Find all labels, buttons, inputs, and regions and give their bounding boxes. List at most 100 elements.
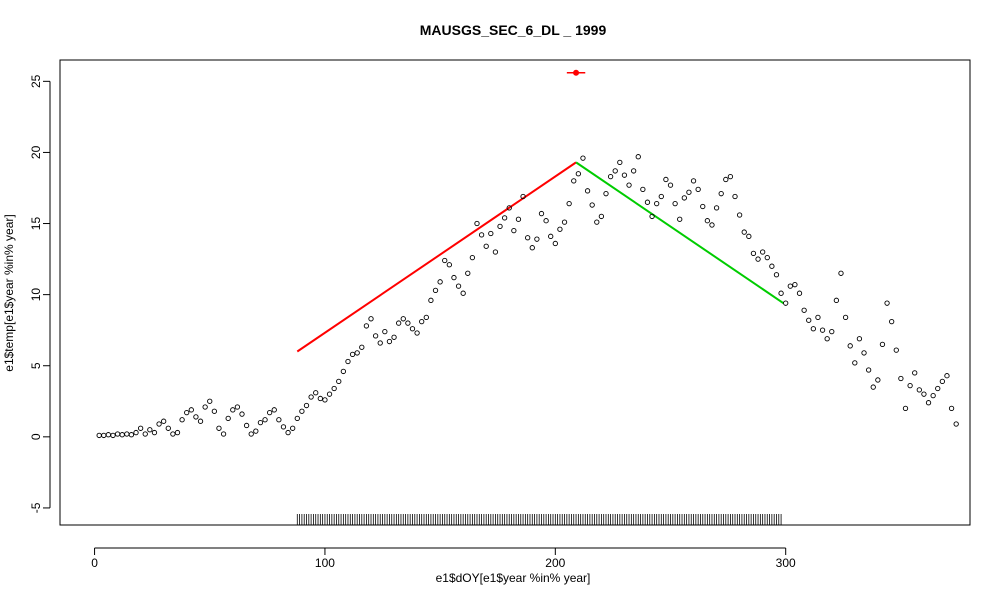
data-point	[197, 418, 204, 424]
data-point	[469, 255, 476, 261]
data-point	[801, 307, 807, 313]
data-point	[948, 405, 955, 412]
data-point	[497, 223, 503, 230]
data-point	[589, 202, 595, 208]
data-point	[515, 216, 522, 222]
data-point	[796, 290, 803, 296]
data-point	[290, 425, 296, 431]
data-point	[621, 172, 628, 178]
data-point	[723, 176, 729, 183]
data-point	[538, 210, 545, 217]
data-point	[119, 432, 125, 438]
data-point	[921, 391, 927, 397]
data-point	[386, 338, 393, 345]
data-point	[179, 417, 185, 423]
data-point	[156, 421, 162, 427]
data-point	[409, 326, 416, 332]
data-point	[690, 178, 697, 184]
data-point	[824, 336, 830, 342]
data-point	[847, 343, 853, 349]
data-point	[474, 220, 480, 227]
data-point	[727, 173, 734, 180]
data-point	[133, 429, 139, 436]
data-point	[488, 230, 494, 237]
data-point	[506, 205, 512, 211]
data-point	[838, 270, 844, 276]
x-tick-label: 200	[545, 556, 565, 570]
plot-marks: 0 100 200 300 -5 0 5 10 15 20 25	[29, 69, 959, 570]
data-point	[815, 314, 821, 321]
data-point	[842, 314, 849, 321]
data-point	[681, 195, 687, 201]
data-point	[912, 370, 918, 376]
falling-fit-line	[575, 161, 784, 304]
data-point	[142, 431, 148, 437]
data-point	[483, 243, 489, 249]
data-point	[792, 282, 798, 288]
data-point	[345, 358, 351, 365]
x-axis-label: e1$dOY[e1$year %in% year]	[436, 571, 591, 585]
data-point	[262, 417, 268, 423]
data-point	[442, 257, 448, 264]
data-point	[234, 404, 241, 410]
data-point	[377, 340, 383, 346]
data-point	[741, 229, 747, 235]
data-point	[732, 193, 738, 200]
data-point	[819, 327, 826, 333]
data-point	[571, 178, 577, 184]
data-point	[686, 189, 692, 195]
data-point	[414, 330, 420, 336]
data-point	[861, 350, 867, 356]
data-point	[147, 427, 153, 433]
data-point	[654, 200, 660, 207]
data-point	[667, 182, 674, 188]
data-point	[953, 421, 959, 427]
data-point	[879, 341, 886, 348]
data-point	[746, 233, 752, 239]
data-point	[317, 395, 323, 402]
chart-title: MAUSGS_SEC_6_DL _ 1999	[420, 22, 607, 38]
data-point	[110, 432, 116, 439]
data-point	[188, 407, 194, 413]
data-point	[787, 283, 793, 289]
data-point	[889, 319, 895, 325]
data-point	[382, 328, 388, 335]
data-point	[773, 272, 780, 278]
data-point	[566, 200, 572, 207]
rising-fit-line	[296, 161, 577, 353]
data-point	[594, 219, 600, 225]
y-tick-label: -5	[29, 502, 43, 513]
data-point	[216, 425, 222, 431]
data-point	[280, 424, 287, 430]
data-point	[663, 176, 669, 183]
data-point	[902, 405, 909, 412]
y-tick-label: 10	[29, 288, 43, 302]
data-point	[266, 410, 273, 416]
data-point	[437, 279, 443, 285]
data-point	[161, 418, 167, 424]
data-point	[174, 429, 181, 436]
data-point	[677, 216, 683, 222]
y-tick-label: 15	[29, 217, 43, 231]
data-point	[557, 226, 563, 232]
y-tick-label: 20	[29, 145, 43, 159]
peak-marker	[573, 69, 580, 76]
data-point	[96, 432, 102, 439]
data-point	[101, 432, 107, 439]
data-point	[944, 373, 950, 379]
data-point	[396, 320, 402, 326]
data-point	[114, 431, 121, 437]
data-point	[124, 431, 130, 437]
data-point	[359, 344, 365, 350]
data-point	[760, 249, 766, 255]
data-point	[925, 400, 932, 406]
data-point	[713, 205, 720, 211]
data-point	[709, 222, 715, 228]
data-point	[446, 262, 452, 268]
data-point	[308, 394, 314, 400]
data-point	[372, 333, 379, 339]
data-point	[658, 193, 664, 200]
data-point	[907, 382, 913, 389]
data-point	[202, 404, 208, 410]
data-point	[810, 326, 816, 332]
